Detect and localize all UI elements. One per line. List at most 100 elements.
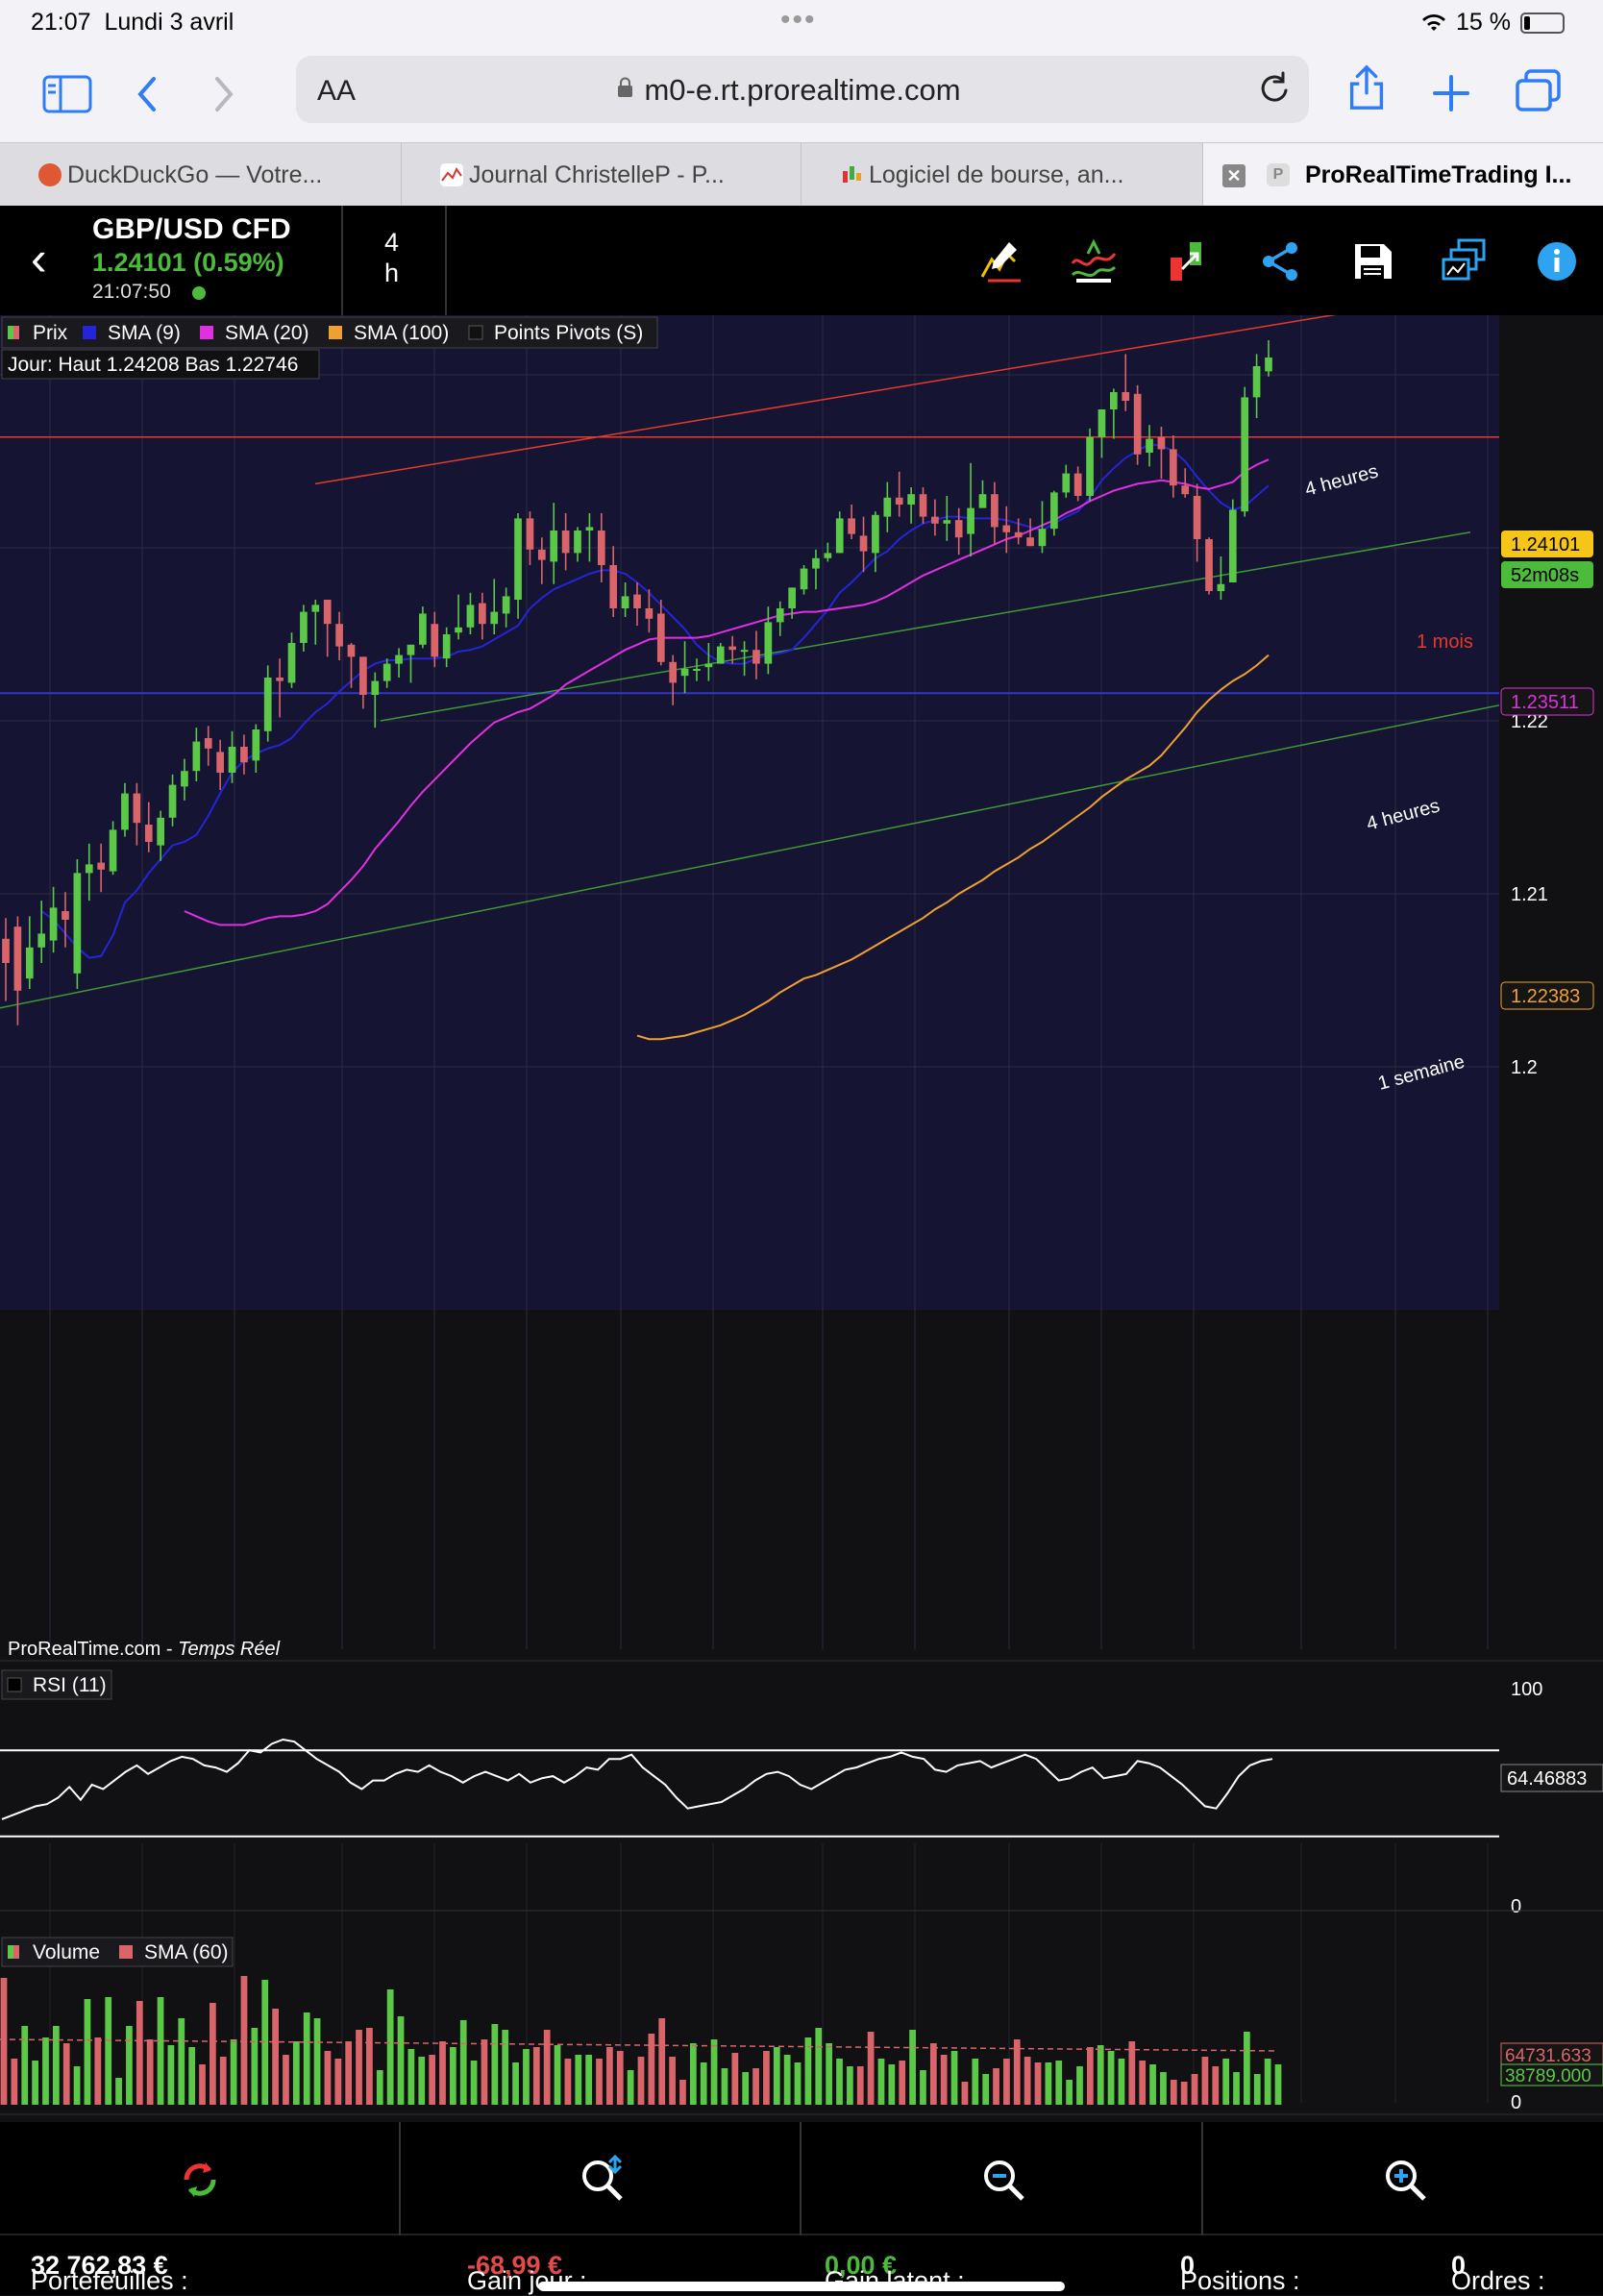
share-chart-icon[interactable] <box>1255 236 1305 286</box>
refresh-icon[interactable] <box>171 2151 229 2209</box>
header-divider <box>341 206 343 315</box>
volume-bar <box>627 2070 634 2105</box>
chart-background <box>0 1310 1499 1659</box>
info-icon[interactable] <box>1532 236 1582 286</box>
sma100-tag <box>1500 981 1594 1010</box>
multitask-dots-icon[interactable]: ••• <box>780 4 817 36</box>
close-tab-icon[interactable]: ✕ <box>1222 164 1245 187</box>
volume-axis-zero: 0 <box>1511 2092 1521 2113</box>
candle-up <box>1062 473 1071 493</box>
volume-bar <box>648 2034 655 2105</box>
address-bar[interactable]: AA m0-e.rt.prorealtime.com <box>296 56 1309 123</box>
volume-bar <box>658 2018 666 2105</box>
volume-label[interactable]: Volume <box>33 1941 100 1963</box>
volume-sma-label[interactable]: SMA (60) <box>144 1941 229 1963</box>
volume-bar <box>523 2049 530 2105</box>
candle-down <box>848 518 855 534</box>
legend-sma9[interactable]: SMA (9) <box>108 322 181 344</box>
drawing-tools-icon[interactable] <box>976 236 1026 286</box>
tab-prorealtime[interactable]: ✕ P ProRealTimeTrading I... <box>1203 143 1603 207</box>
candle-up <box>37 933 46 948</box>
candle-up <box>943 520 951 524</box>
tabs-overview-icon[interactable] <box>1515 67 1563 115</box>
back-chevron-icon[interactable]: ‹ <box>31 232 47 285</box>
volume-bar <box>1076 2066 1083 2105</box>
candle-up <box>192 741 201 772</box>
candle-down <box>276 678 284 681</box>
volume-bar <box>1139 2061 1147 2105</box>
legend-pivots[interactable]: Points Pivots (S) <box>494 322 643 344</box>
candle-up <box>85 864 93 874</box>
share-icon[interactable] <box>1345 63 1388 111</box>
day-gain-summary[interactable]: Gain jour : -68,99 € <box>467 2251 587 2295</box>
trading-icon[interactable] <box>1163 236 1213 286</box>
volume-bar <box>710 2039 718 2105</box>
orders-summary[interactable]: Ordres : 0 <box>1451 2251 1545 2295</box>
sma20-value: 1.23511 <box>1511 692 1579 713</box>
prorealtime-favicon-icon: P <box>1267 163 1290 186</box>
positions-summary[interactable]: Positions : 0 <box>1180 2251 1300 2295</box>
tab-journal[interactable]: Journal ChristelleP - P... <box>402 143 802 207</box>
candle-down <box>561 531 570 554</box>
candle-down <box>431 624 439 657</box>
volume-bar <box>21 2026 29 2105</box>
reader-options-button[interactable]: AA <box>317 75 357 107</box>
zoom-fit-icon[interactable] <box>573 2151 630 2209</box>
volume-bar <box>52 2026 60 2105</box>
sma20-tag <box>1500 687 1594 716</box>
candle-down <box>1157 436 1166 450</box>
candle-up <box>407 644 415 655</box>
legend-sma100[interactable]: SMA (100) <box>354 322 449 344</box>
candle-down <box>1169 449 1177 486</box>
volume-bar <box>731 2053 739 2105</box>
indicators-icon[interactable] <box>1069 236 1119 286</box>
candle-up <box>716 646 725 664</box>
header-divider <box>445 206 447 315</box>
volume-bar <box>230 2039 237 2105</box>
back-icon[interactable] <box>133 70 163 118</box>
candle-down <box>204 738 212 749</box>
candle-up <box>73 873 82 974</box>
forward-icon[interactable] <box>208 70 238 118</box>
volume-legend-box <box>1 1937 234 1967</box>
volume-panel[interactable]: Volume SMA (60) 64731.633 38789.000 0 <box>0 1937 1603 2113</box>
volume-bar <box>283 2055 289 2105</box>
price-chart[interactable]: Prix SMA (9) SMA (20) SMA (100) Points P… <box>0 315 1603 2122</box>
save-icon[interactable] <box>1347 236 1397 286</box>
volume-bar <box>1253 2074 1261 2105</box>
sidebar-icon[interactable] <box>42 70 92 118</box>
rsi-label[interactable]: RSI (11) <box>33 1674 107 1696</box>
volume-bar <box>783 2055 791 2105</box>
rsi-panel[interactable]: RSI (11) 100 0 64.46883 <box>0 1665 1603 1917</box>
account-summary: Portefeuilles : 32 762,83 € Gain jour : … <box>0 2235 1603 2295</box>
volume-bar <box>32 2061 38 2105</box>
candle-up <box>776 608 784 623</box>
volume-bar <box>136 2001 143 2105</box>
portfolio-summary[interactable]: Portefeuilles : 32 762,83 € <box>31 2251 188 2295</box>
volume-bar <box>313 2018 321 2105</box>
candle-down <box>597 531 605 565</box>
instrument-symbol[interactable]: GBP/USD CFD <box>92 213 291 245</box>
zoom-in-icon[interactable] <box>1376 2151 1434 2209</box>
candle-up <box>455 627 462 633</box>
trendline-weekly-support <box>0 704 1500 1009</box>
reload-icon[interactable] <box>1257 69 1292 108</box>
legend-price[interactable]: Prix <box>33 322 68 344</box>
volume-bar <box>929 2043 937 2105</box>
tab-logiciel[interactable]: Logiciel de bourse, an... <box>802 143 1203 207</box>
legend-sma20[interactable]: SMA (20) <box>225 322 309 344</box>
volume-bar <box>1222 2059 1230 2105</box>
candle-up <box>680 669 689 677</box>
volume-sma-swatch <box>119 1945 133 1959</box>
candle-up <box>490 611 499 625</box>
new-tab-icon[interactable] <box>1432 69 1470 117</box>
volume-bar <box>982 2074 990 2105</box>
candle-up <box>419 613 427 645</box>
zoom-out-icon[interactable] <box>974 2151 1032 2209</box>
latent-gain-summary[interactable]: Gain latent : 0,00 € <box>825 2251 965 2295</box>
layouts-icon[interactable] <box>1440 236 1490 286</box>
volume-bar <box>972 2059 979 2105</box>
candle-down <box>919 494 927 517</box>
tab-duckduckgo[interactable]: DuckDuckGo — Votre... <box>0 143 402 207</box>
